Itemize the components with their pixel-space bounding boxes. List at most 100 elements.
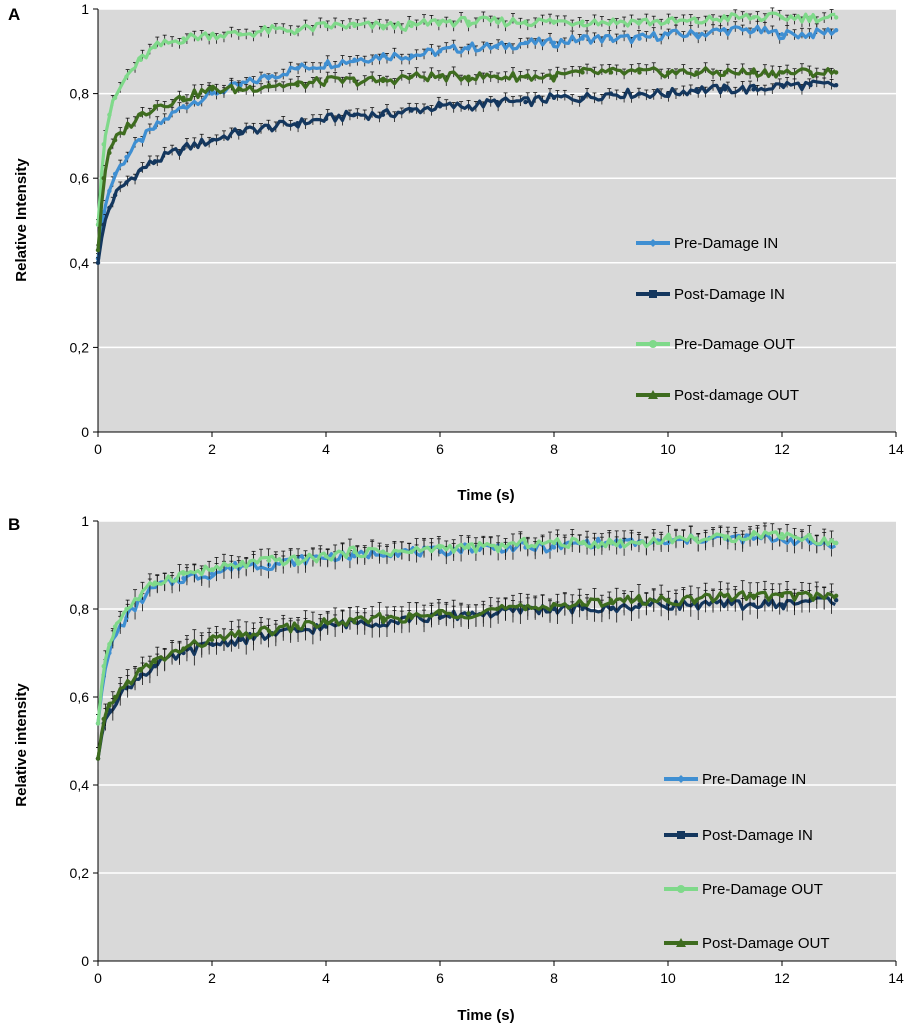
plot-area-a [98,9,896,432]
grid-lines-a [93,8,896,433]
data-point [437,104,443,109]
data-point [608,606,614,612]
data-point [523,540,528,546]
series-layer-b [95,522,839,770]
data-point [751,87,756,92]
data-point [352,112,357,117]
data-point [295,121,300,126]
legend-item: Pre-Damage OUT [664,881,823,898]
data-point [580,19,585,24]
data-point [95,756,101,761]
data-point [138,668,143,673]
data-point [323,620,329,625]
legend-item: Post-Damage OUT [664,935,830,952]
data-point [779,70,785,75]
data-point [266,558,272,563]
data-point [637,19,642,24]
data-point [551,602,557,607]
data-point [637,36,642,41]
data-point [833,15,839,20]
data-point [409,549,414,554]
legend-label: Post-damage OUT [674,387,799,404]
data-point [124,180,129,185]
data-point [209,571,215,576]
y-tick-label: 0,6 [70,170,90,186]
data-point [437,49,443,54]
y-tick-label: 0,8 [70,86,90,102]
data-point [266,562,272,568]
data-point [694,598,699,603]
data-point [238,129,243,134]
data-point [409,23,414,29]
axes-b [97,521,897,966]
y-tick-label: 1 [81,1,89,17]
data-point [295,624,300,629]
x-tick-label: 0 [94,441,102,457]
legend-item: Pre-Damage IN [636,235,778,252]
y-tick-label: 0,8 [70,601,90,617]
y-tick-label: 0,2 [70,865,90,881]
x-tick-labels-a: 0 2 4 6 8 10 12 14 [94,441,904,457]
data-point [580,95,585,101]
data-point [209,567,215,572]
x-tick-label: 2 [208,970,216,986]
y-tick-labels-a: 0 0,2 0,4 0,6 0,8 1 [70,1,90,440]
data-point [665,540,671,546]
data-point [833,70,839,75]
data-point [352,23,357,29]
data-point [295,66,300,71]
y-tick-label: 0,2 [70,339,90,355]
data-point [124,681,129,686]
data-point [181,36,186,41]
data-point [138,672,143,678]
grid-lines-b [93,520,896,962]
data-point [209,87,215,92]
data-point [124,154,129,160]
plot-area-b [98,521,896,961]
data-point [833,593,839,598]
data-point [694,32,699,37]
legend-label: Pre-Damage OUT [674,336,795,353]
data-point [523,19,528,24]
data-point [152,159,158,164]
data-point [380,112,386,117]
data-point [181,95,186,101]
legend-item: Pre-Damage OUT [636,336,795,353]
x-tick-label: 4 [322,970,330,986]
data-point [209,32,215,37]
series-pre-damage-out [95,522,839,733]
data-point [694,19,699,24]
data-point [779,532,785,537]
data-point [107,642,112,647]
data-point [323,554,329,559]
data-point [437,545,443,550]
data-point [323,78,329,84]
data-point [107,188,112,194]
data-point [833,27,839,33]
data-point [112,137,118,143]
data-point [95,721,101,726]
data-point [138,57,143,62]
data-point [637,91,642,96]
data-point [665,536,671,541]
data-point [580,36,585,41]
data-point [551,74,557,79]
chart-panel-b: B 0 0,2 0,4 0,6 0,8 1 0 2 4 6 8 10 12 14 Pre-Damage … [8,513,904,1024]
data-point [494,606,500,612]
data-point [466,74,471,79]
data-point [323,23,329,29]
legend-marker [649,340,657,348]
data-point [266,628,272,634]
panel-label-a: A [8,5,20,24]
data-point [551,540,557,546]
data-point [637,598,642,603]
data-point [266,74,272,79]
legend-a: Pre-Damage IN Post-Damage IN Pre-Damage OU… [636,235,799,404]
data-point [409,53,414,58]
data-point [665,598,671,603]
x-tick-label: 2 [208,441,216,457]
data-point [181,146,186,151]
data-point [466,44,471,50]
data-point [637,602,642,607]
